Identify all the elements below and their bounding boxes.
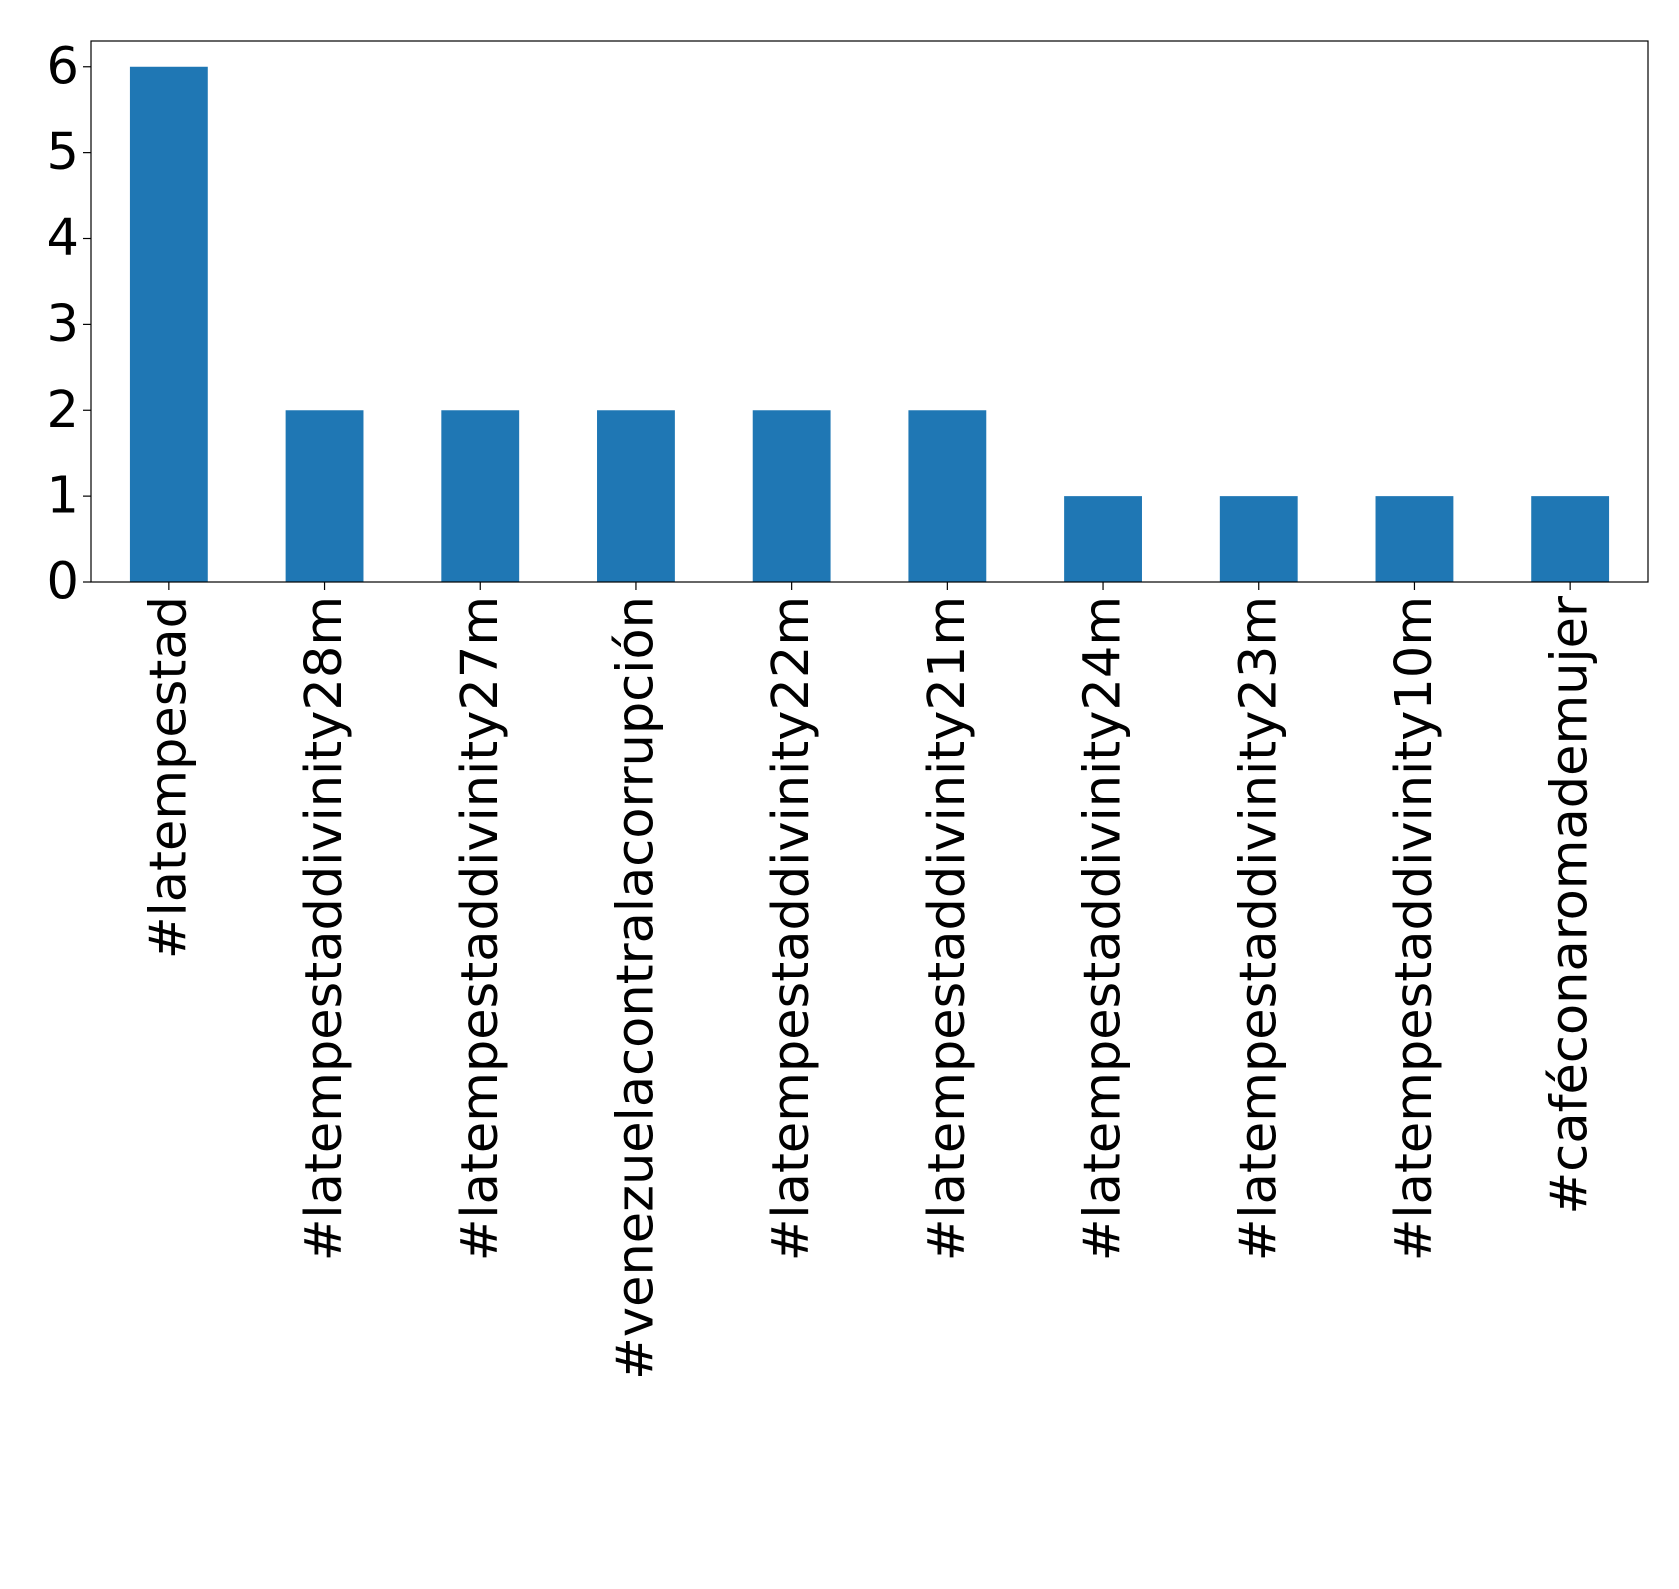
bar: [597, 410, 675, 582]
y-tick-label: 2: [47, 381, 79, 440]
y-tick-label: 4: [47, 209, 79, 268]
bar: [1375, 496, 1454, 582]
x-tick-label: #caféconaromademujer: [1541, 596, 1600, 1214]
y-tick-label: 3: [47, 295, 79, 354]
x-tick-label: #latempestaddivinity10m: [1385, 596, 1444, 1261]
bar: [908, 410, 987, 582]
y-tick-label: 0: [47, 553, 79, 612]
x-tick-label: #latempestad: [139, 596, 198, 959]
bar: [752, 410, 831, 582]
y-tick-label: 5: [47, 123, 79, 182]
bar: [441, 410, 520, 582]
plot-frame: [90, 40, 1649, 583]
bar: [1531, 496, 1610, 582]
x-tick-label: #latempestaddivinity21m: [918, 596, 977, 1261]
bar: [1064, 496, 1142, 582]
x-tick-label: #venezuelacontralacorrupción: [606, 596, 665, 1380]
x-tick-label: #latempestaddivinity23m: [1229, 596, 1288, 1261]
y-tick-label: 6: [47, 37, 79, 96]
x-tick-label: #latempestaddivinity22m: [762, 596, 821, 1261]
x-tick-label: #latempestaddivinity27m: [451, 596, 510, 1261]
x-tick-label: #latempestaddivinity24m: [1074, 596, 1133, 1261]
bar: [129, 66, 208, 582]
bar: [285, 410, 364, 582]
x-tick-label: #latempestaddivinity28m: [295, 596, 354, 1261]
y-tick-label: 1: [47, 467, 79, 526]
bar: [1219, 496, 1298, 582]
